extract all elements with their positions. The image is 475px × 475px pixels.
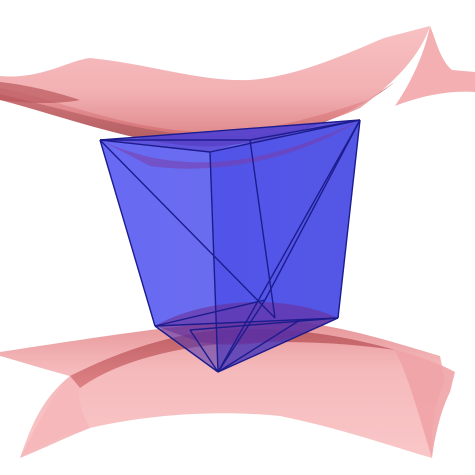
polytope-edges — [99, 119, 361, 373]
lower-surface-rim-fold — [70, 328, 395, 388]
upper-surface-top — [0, 26, 430, 137]
polytope-front-face — [100, 120, 360, 326]
polytope-top-intersection — [100, 120, 360, 169]
upper-surface-right-lip — [395, 26, 475, 106]
lower-surface-right-lip — [395, 350, 455, 458]
polytope — [99, 119, 361, 373]
polytope-bottom-intersection — [155, 302, 338, 345]
lower-surface-main — [0, 320, 445, 458]
lower-surface-sheet — [0, 320, 455, 458]
upper-surface-sheet — [0, 26, 475, 147]
lower-surface-left-edge — [20, 376, 90, 458]
upper-surface-left-fold — [0, 82, 80, 103]
polytope-top-cap — [100, 120, 360, 152]
